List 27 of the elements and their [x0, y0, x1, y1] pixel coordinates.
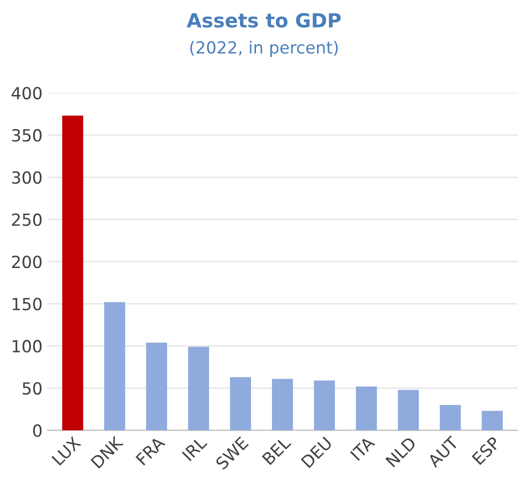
y-tick-label: 350: [12, 129, 42, 142]
bar: [314, 380, 335, 430]
bar: [272, 378, 293, 430]
y-tick-label: 200: [12, 256, 42, 268]
y-tick-label: 400: [12, 86, 42, 100]
chart-title: Assets to GDP: [186, 12, 341, 28]
x-tick-label: FRA: [136, 436, 166, 466]
x-tick-label: IRL: [182, 436, 208, 462]
bar: [398, 390, 419, 430]
bar: [62, 116, 84, 430]
bar: [440, 405, 461, 430]
bar: [104, 302, 126, 430]
y-tick-label: 300: [12, 171, 42, 184]
x-tick-label: ITA: [350, 436, 376, 461]
bar: [146, 342, 168, 430]
x-tick-label: ESP: [472, 436, 501, 466]
bar: [188, 346, 210, 430]
y-tick-label: 100: [12, 340, 42, 353]
y-tick-label: 250: [12, 213, 42, 226]
bar: [482, 410, 503, 430]
bar: [356, 386, 377, 430]
y-tick-label: 150: [12, 298, 42, 310]
bar: [230, 377, 252, 430]
chart-subtitle: (2022, in percent): [190, 40, 338, 57]
x-tick-label: BEL: [262, 436, 292, 466]
y-tick-label: 0: [33, 424, 42, 437]
y-tick-label: 50: [22, 382, 42, 395]
